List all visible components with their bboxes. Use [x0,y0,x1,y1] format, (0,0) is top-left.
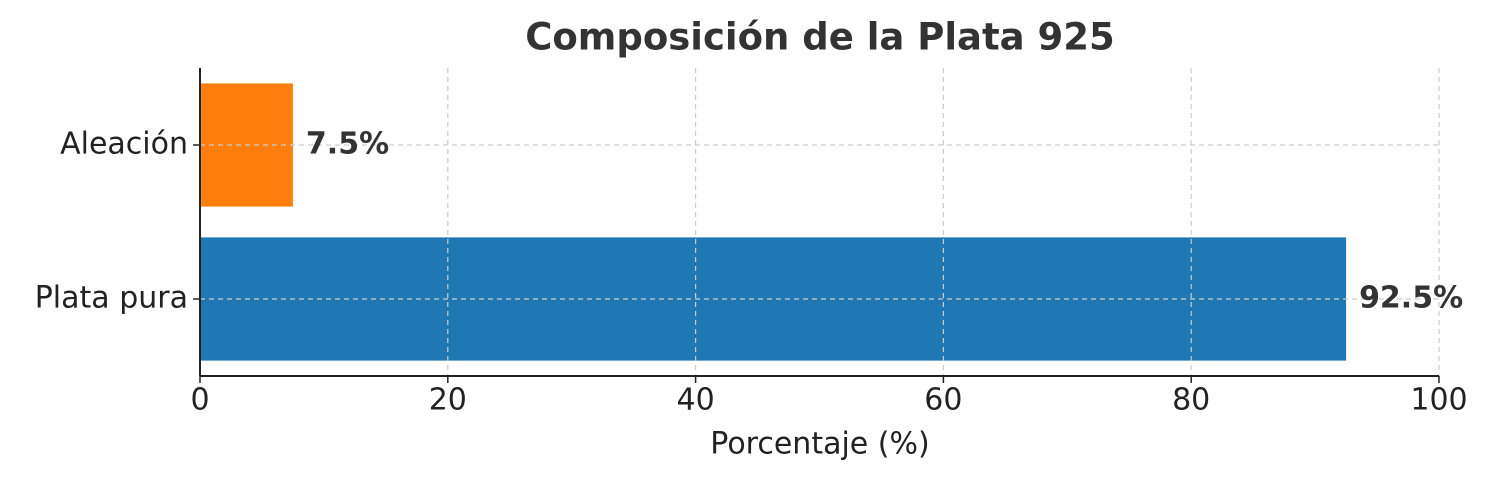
y-tick-label: Aleación [60,127,188,162]
value-label: 7.5% [306,127,389,162]
x-axis-label: Porcentaje (%) [710,427,929,462]
x-tick-label: 100 [1410,383,1467,418]
value-label: 92.5% [1359,281,1463,316]
chart-title: Composición de la Plata 925 [525,16,1115,59]
x-tick-label: 40 [677,383,715,418]
x-tick-label: 60 [924,383,962,418]
x-tick-label: 80 [1172,383,1210,418]
x-tick-label: 0 [190,383,209,418]
y-tick-label: Plata pura [35,281,188,316]
x-tick-label: 20 [429,383,467,418]
